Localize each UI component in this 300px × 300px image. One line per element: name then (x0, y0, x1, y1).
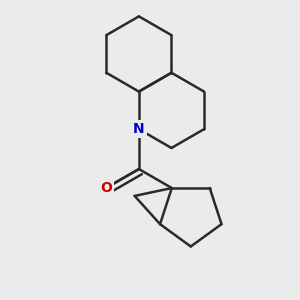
Text: N: N (133, 122, 145, 136)
Text: O: O (100, 181, 112, 195)
